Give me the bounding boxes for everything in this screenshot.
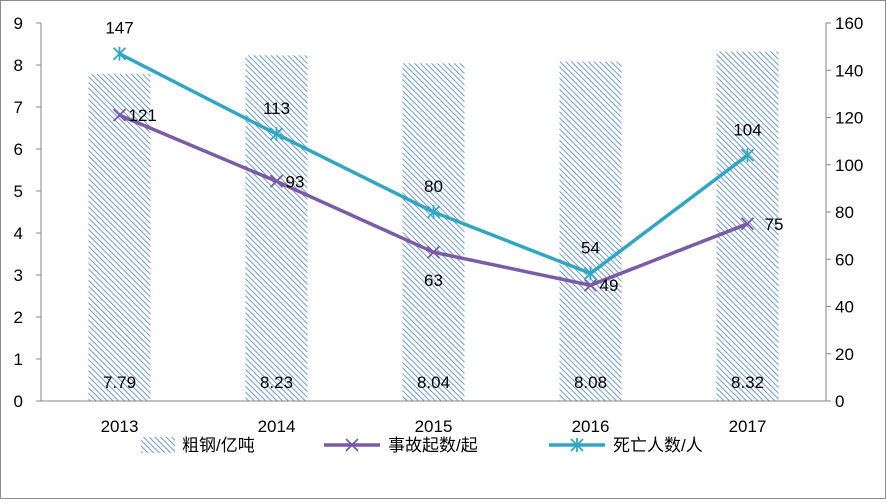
point-1-2014 [269, 174, 284, 188]
right-tick-label: 0 [835, 392, 844, 411]
left-tick-label: 2 [14, 308, 23, 327]
legend-item-steel: 粗钢/亿吨 [141, 436, 255, 455]
right-tick-label: 120 [835, 109, 863, 128]
line-label-1-2013: 121 [129, 106, 157, 125]
right-tick-label: 100 [835, 156, 863, 175]
right-tick-label: 40 [835, 298, 854, 317]
legend-item-1: 事故起数/起 [324, 436, 478, 455]
left-tick-label: 8 [14, 56, 23, 75]
point-2-2013 [112, 46, 127, 61]
left-tick-label: 6 [14, 140, 23, 159]
legend-item-2: 死亡人数/人 [549, 436, 703, 455]
line-label-2-2013: 147 [105, 19, 133, 38]
point-2-2016 [583, 266, 598, 281]
bar-label-2013: 7.79 [103, 373, 136, 392]
lines-layer [112, 46, 755, 292]
line-label-1-2016: 49 [600, 276, 619, 295]
bar-label-2016: 8.08 [574, 373, 607, 392]
bar-2015 [402, 63, 465, 401]
line-label-1-2014: 93 [286, 172, 305, 191]
right-tick-label: 80 [835, 203, 854, 222]
legend-label-1: 事故起数/起 [388, 436, 478, 455]
left-tick-label: 0 [14, 392, 23, 411]
legend-marker [570, 438, 584, 452]
left-tick-label: 3 [14, 266, 23, 285]
bars-layer [88, 51, 779, 402]
x-tick-label: 2014 [258, 417, 296, 436]
line-label-2-2014: 113 [263, 99, 290, 118]
legend: 粗钢/亿吨 事故起数/起 死亡人数/人 [141, 436, 703, 455]
axes-layer: 0 1 2 3 4 5 6 7 8 9 0 20 40 60 80 100 120 140 160 2013 2014 2… [14, 14, 864, 436]
left-tick-label: 9 [14, 14, 23, 33]
right-tick-label: 140 [835, 61, 863, 80]
x-tick-label: 2017 [729, 417, 767, 436]
point-2-2017 [740, 148, 755, 163]
line-label-2-2015: 80 [424, 177, 443, 196]
right-tick-label: 60 [835, 250, 854, 269]
left-tick-label: 5 [14, 182, 23, 201]
point-2-2014 [269, 127, 284, 142]
legend-label-steel: 粗钢/亿吨 [182, 436, 255, 455]
line-label-2-2016: 54 [581, 238, 600, 257]
bar-2014 [245, 55, 308, 402]
bar-2013 [88, 73, 151, 401]
line-label-1-2015: 63 [424, 271, 443, 290]
labels-layer: 7.79 8.23 8.04 8.08 8.32 121 93 63 49 75 147 113 80 5… [103, 19, 783, 392]
bar-label-2015: 8.04 [417, 373, 450, 392]
line-label-2-2017: 104 [733, 120, 761, 139]
left-tick-label: 4 [14, 224, 23, 243]
x-tick-label: 2015 [415, 417, 453, 436]
right-tick-label: 160 [835, 14, 863, 33]
x-tick-label: 2013 [101, 417, 139, 436]
left-tick-label: 1 [14, 350, 23, 369]
right-tick-label: 20 [835, 345, 854, 364]
point-2-2015 [426, 205, 441, 219]
left-tick-label: 7 [14, 98, 23, 117]
line-label-1-2017: 75 [765, 215, 784, 234]
bar-label-2017: 8.32 [731, 373, 764, 392]
point-1-2017 [740, 217, 755, 231]
point-1-2013 [112, 108, 127, 122]
legend-label-2: 死亡人数/人 [613, 436, 703, 455]
legend-swatch-steel [141, 437, 175, 453]
legend-marker [345, 438, 359, 452]
bar-2016 [559, 61, 622, 401]
x-tick-label: 2016 [572, 417, 610, 436]
point-1-2016 [583, 278, 598, 292]
bar-label-2014: 8.23 [260, 373, 293, 392]
bar-2017 [716, 51, 779, 402]
point-1-2015 [426, 245, 441, 259]
